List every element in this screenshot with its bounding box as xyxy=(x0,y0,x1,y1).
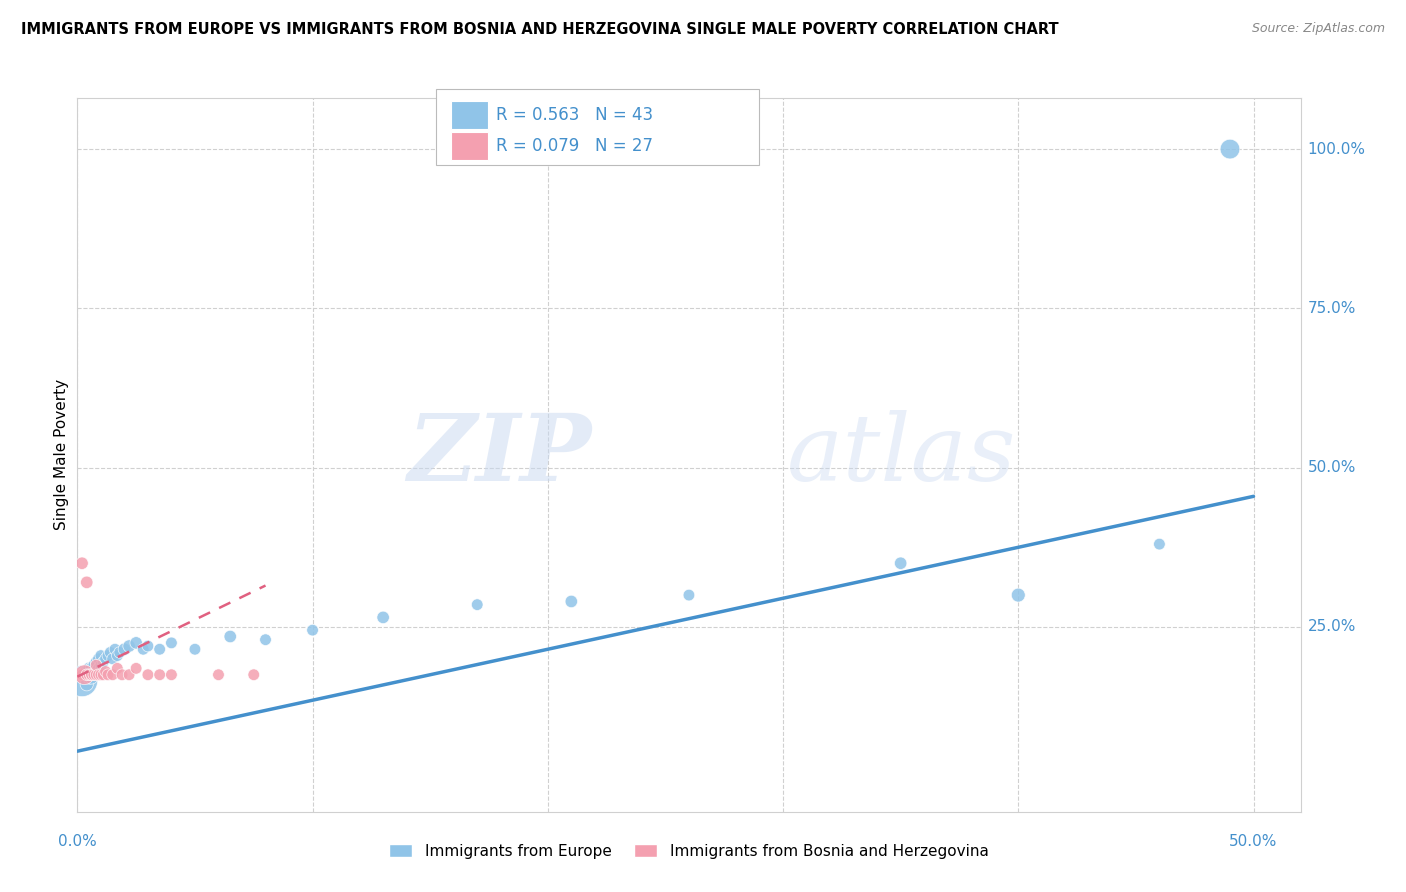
Point xyxy=(111,667,134,681)
Point xyxy=(94,652,117,666)
Point xyxy=(1219,142,1241,156)
Point xyxy=(84,655,107,669)
Point xyxy=(77,671,100,685)
Point xyxy=(90,667,112,681)
Point xyxy=(77,661,100,675)
Point xyxy=(83,667,105,681)
Point xyxy=(76,677,98,691)
Point xyxy=(87,652,110,666)
Point xyxy=(77,667,100,681)
Point xyxy=(69,667,91,681)
Point xyxy=(94,665,117,679)
Point xyxy=(84,665,107,679)
Point xyxy=(465,598,488,612)
Point xyxy=(125,661,148,675)
Text: IMMIGRANTS FROM EUROPE VS IMMIGRANTS FROM BOSNIA AND HERZEGOVINA SINGLE MALE POV: IMMIGRANTS FROM EUROPE VS IMMIGRANTS FRO… xyxy=(21,22,1059,37)
Text: R = 0.563   N = 43: R = 0.563 N = 43 xyxy=(496,106,654,124)
Point xyxy=(101,667,124,681)
Point xyxy=(160,636,183,650)
Point xyxy=(70,667,93,681)
Point xyxy=(112,642,135,657)
Point xyxy=(104,642,127,657)
Point xyxy=(80,667,103,681)
Point xyxy=(184,642,207,657)
Point xyxy=(301,623,323,637)
Point xyxy=(371,610,394,624)
Text: 50.0%: 50.0% xyxy=(1229,834,1278,849)
Point xyxy=(678,588,700,602)
Text: 100.0%: 100.0% xyxy=(1308,142,1365,157)
Point xyxy=(242,667,264,681)
Point xyxy=(80,667,103,681)
Y-axis label: Single Male Poverty: Single Male Poverty xyxy=(53,379,69,531)
Text: ZIP: ZIP xyxy=(406,410,591,500)
Point xyxy=(73,667,96,681)
Point xyxy=(105,648,128,663)
Text: 0.0%: 0.0% xyxy=(58,834,97,849)
Point xyxy=(76,665,98,679)
Point xyxy=(70,556,93,570)
Point xyxy=(132,642,155,657)
Point xyxy=(149,642,172,657)
Text: R = 0.079   N = 27: R = 0.079 N = 27 xyxy=(496,136,654,155)
Point xyxy=(97,648,120,663)
Point xyxy=(254,632,277,647)
Point xyxy=(149,667,172,681)
Point xyxy=(80,661,103,675)
Point xyxy=(80,671,103,685)
Point xyxy=(1149,537,1171,551)
Point xyxy=(125,636,148,650)
Point xyxy=(118,639,141,653)
Point xyxy=(890,556,912,570)
Point xyxy=(76,667,98,681)
Point xyxy=(118,667,141,681)
Point xyxy=(1007,588,1029,602)
Point xyxy=(97,667,120,681)
Point xyxy=(101,652,124,666)
Point xyxy=(87,667,110,681)
Text: 75.0%: 75.0% xyxy=(1308,301,1355,316)
Text: 50.0%: 50.0% xyxy=(1308,460,1355,475)
Point xyxy=(84,667,107,681)
Point xyxy=(91,667,114,681)
Text: 25.0%: 25.0% xyxy=(1308,619,1355,634)
Point xyxy=(98,645,121,659)
Text: Source: ZipAtlas.com: Source: ZipAtlas.com xyxy=(1251,22,1385,36)
Point xyxy=(91,655,114,669)
Point xyxy=(70,674,93,689)
Point xyxy=(73,667,96,681)
Point xyxy=(83,658,105,673)
Text: atlas: atlas xyxy=(787,410,1017,500)
Point xyxy=(136,639,159,653)
Point xyxy=(87,661,110,675)
Point xyxy=(90,658,112,673)
Point xyxy=(219,630,242,644)
Point xyxy=(560,594,582,608)
Point xyxy=(136,667,159,681)
Point xyxy=(84,658,107,673)
Point xyxy=(160,667,183,681)
Point xyxy=(83,667,105,681)
Point xyxy=(207,667,229,681)
Point xyxy=(90,648,112,663)
Point xyxy=(76,575,98,590)
Point xyxy=(105,661,128,675)
Point xyxy=(108,645,131,659)
Legend: Immigrants from Europe, Immigrants from Bosnia and Herzegovina: Immigrants from Europe, Immigrants from … xyxy=(384,838,994,864)
